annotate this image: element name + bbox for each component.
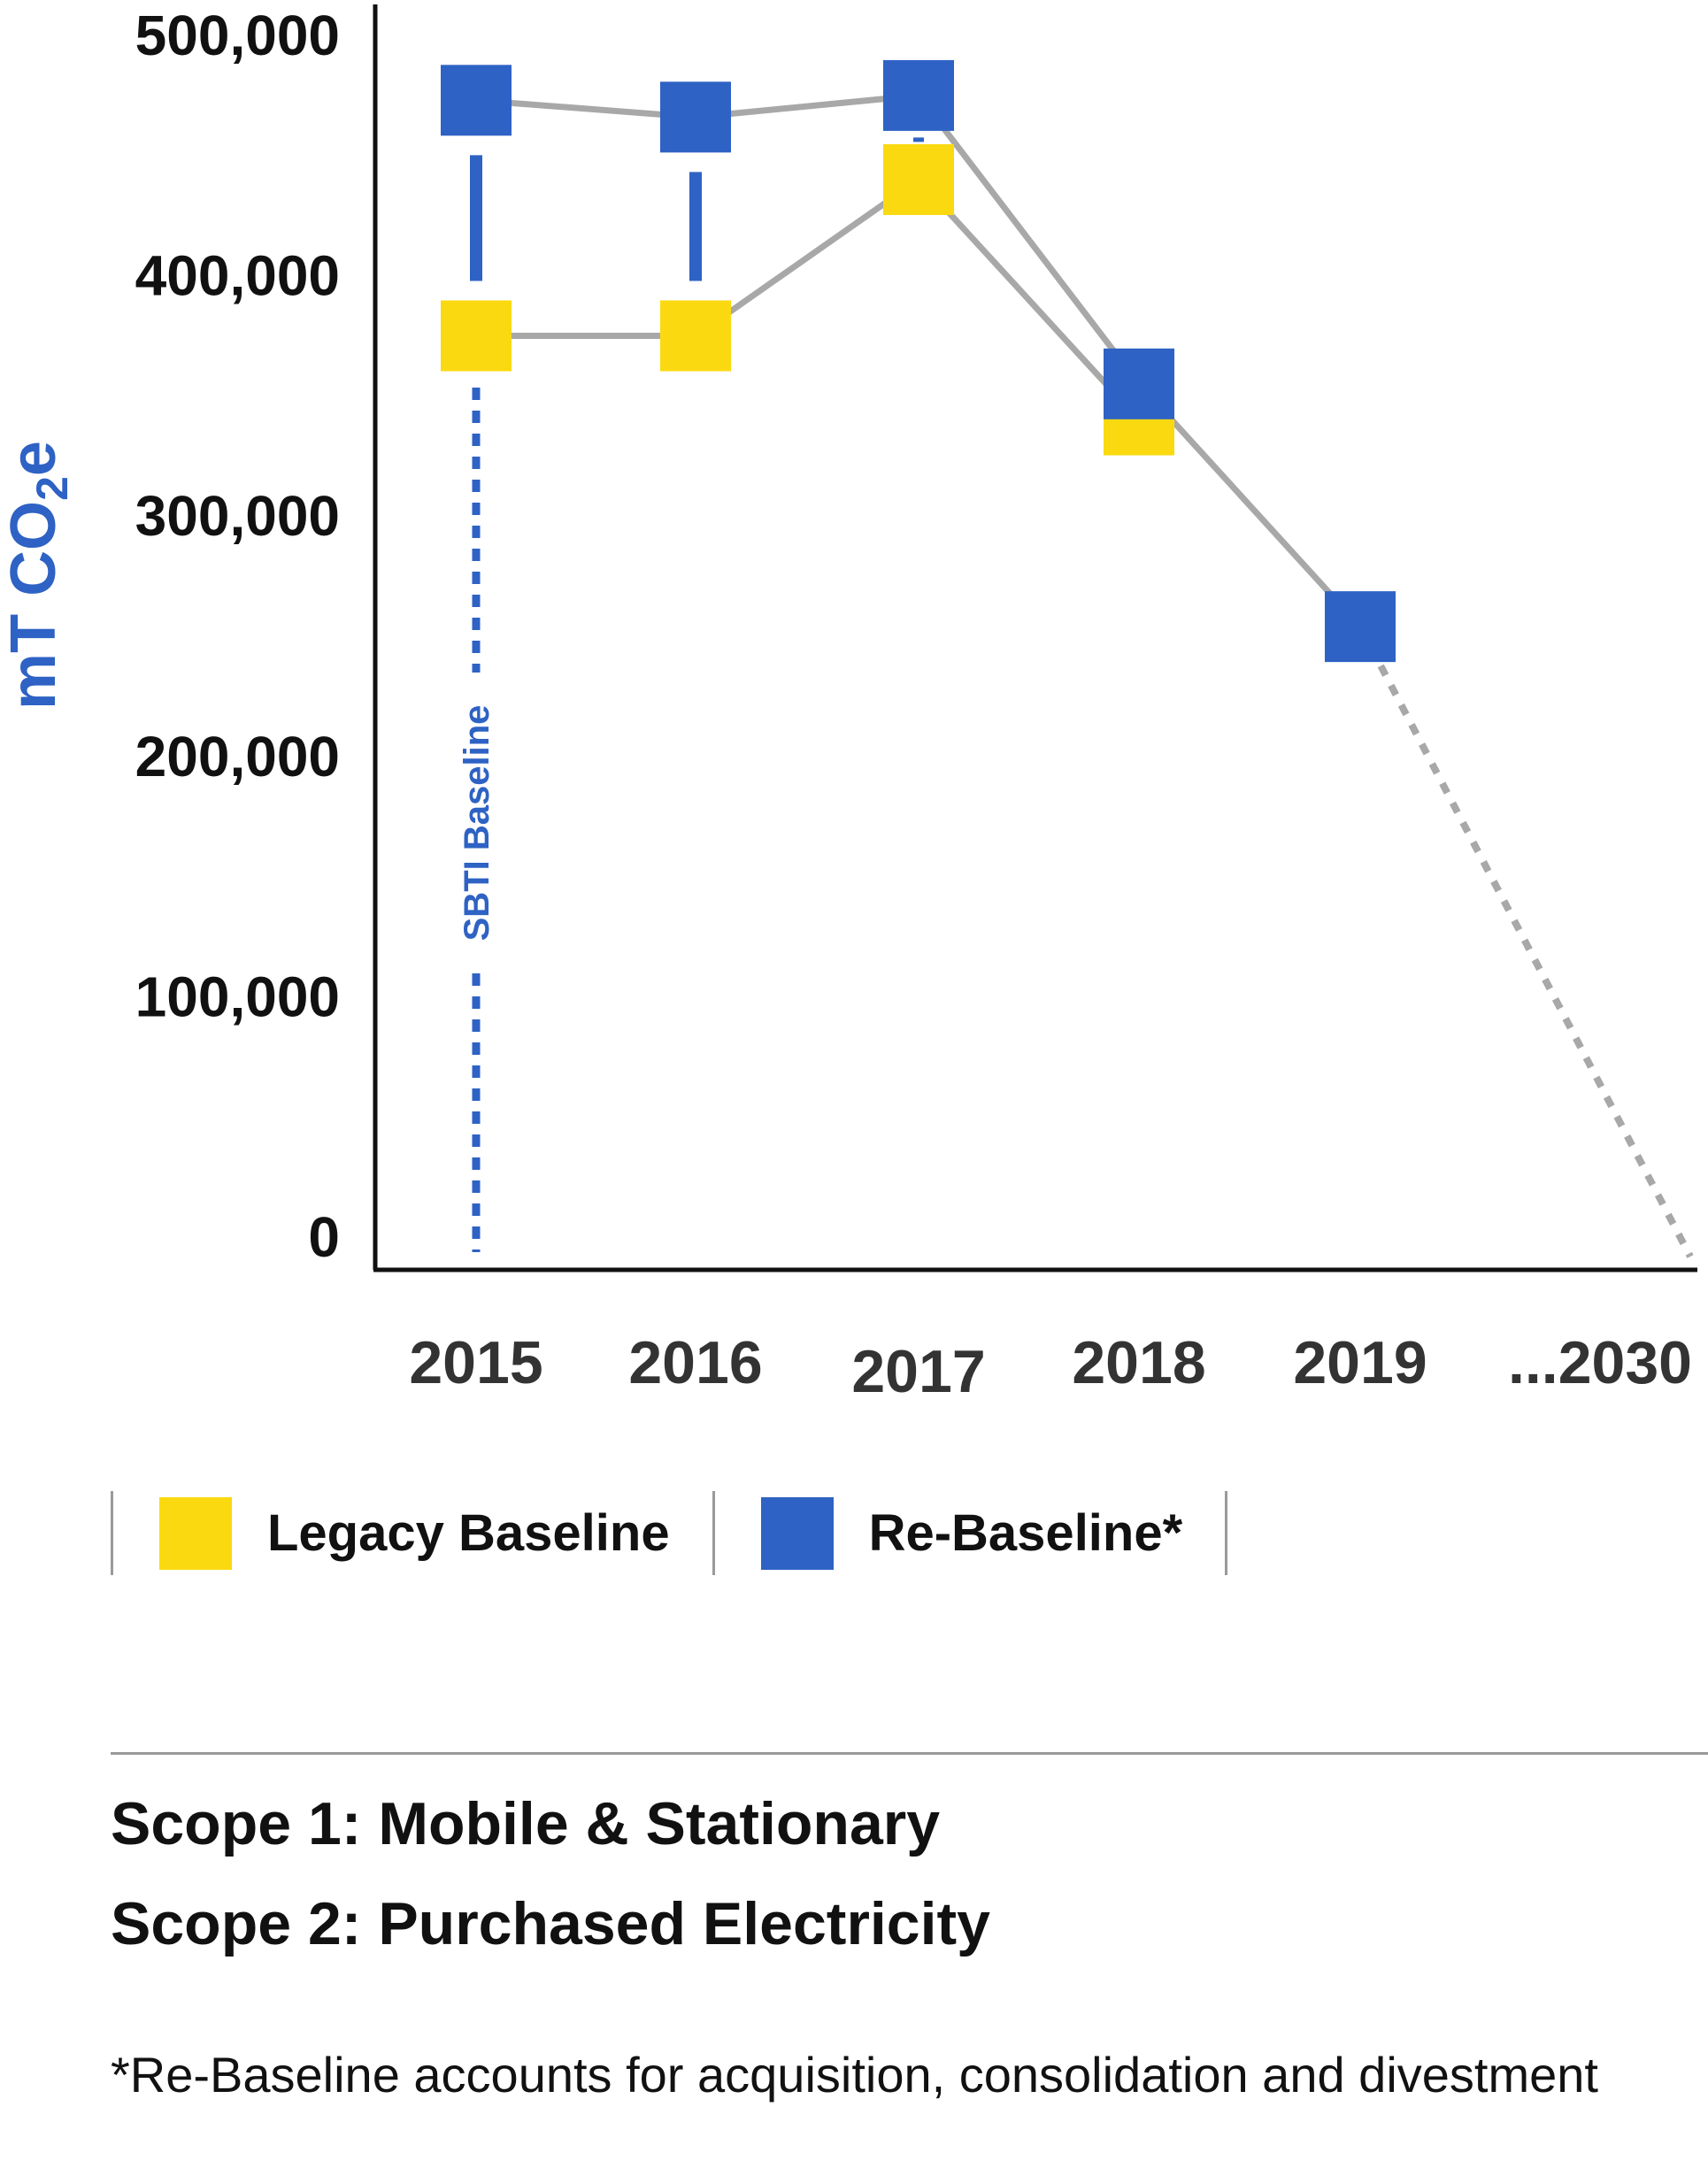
legend-label-legacy-baseline: Legacy Baseline bbox=[267, 1504, 670, 1562]
data-point-marker bbox=[1325, 591, 1396, 663]
legend-divider bbox=[111, 1491, 113, 1575]
projection-line bbox=[1357, 625, 1694, 1258]
y-tick-label: 200,000 bbox=[135, 725, 340, 788]
sbti-baseline-label: SBTI Baseline bbox=[458, 705, 496, 942]
legend-swatch-re-baseline bbox=[760, 1496, 834, 1570]
data-point-marker bbox=[660, 81, 731, 153]
data-point-marker bbox=[883, 143, 954, 215]
legend: Legacy Baseline Re-Baseline* bbox=[111, 1491, 1228, 1575]
scope-2-label: Scope 2: Purchased Electricity bbox=[111, 1890, 990, 1957]
y-tick-label: 500,000 bbox=[135, 4, 340, 67]
legend-swatch-legacy-baseline bbox=[159, 1496, 232, 1570]
legend-item-re-baseline: Re-Baseline* bbox=[715, 1496, 1226, 1570]
legend-divider bbox=[712, 1491, 715, 1575]
data-point-marker bbox=[441, 300, 512, 372]
y-tick-label: 0 bbox=[308, 1205, 340, 1269]
x-tick-labels: 2015 2016 2017 2018 2019 ...2030 bbox=[409, 1329, 1692, 1405]
data-point-marker bbox=[1104, 348, 1174, 419]
data-point-marker bbox=[883, 59, 954, 131]
x-tick-label: 2018 bbox=[1072, 1329, 1205, 1396]
section-divider bbox=[111, 1752, 1708, 1755]
data-point-marker bbox=[441, 65, 512, 136]
footnote: *Re-Baseline accounts for acquisition, c… bbox=[111, 2047, 1598, 2103]
y-tick-label: 300,000 bbox=[135, 484, 340, 548]
annotations: SBTI Baseline bbox=[458, 388, 496, 1252]
series-lines bbox=[470, 92, 1694, 1258]
y-axis-title-main: mT CO bbox=[0, 501, 69, 710]
x-tick-label: 2017 bbox=[851, 1338, 985, 1405]
data-point-marker bbox=[660, 300, 731, 372]
scope-1-label: Scope 1: Mobile & Stationary bbox=[111, 1790, 941, 1857]
y-axis-title: mT CO2e bbox=[0, 441, 77, 710]
series-markers bbox=[441, 59, 1396, 663]
y-tick-label: 100,000 bbox=[135, 965, 340, 1028]
x-tick-label: 2016 bbox=[628, 1329, 762, 1396]
legend-divider bbox=[1225, 1491, 1228, 1575]
y-tick-label: 400,000 bbox=[135, 244, 340, 308]
y-axis-title-tail: e bbox=[0, 441, 69, 476]
y-tick-labels: 500,000 400,000 300,000 200,000 100,000 0 bbox=[135, 4, 340, 1269]
x-tick-label: 2019 bbox=[1293, 1329, 1427, 1396]
legend-item-legacy-baseline: Legacy Baseline bbox=[113, 1496, 712, 1570]
emissions-chart: mT CO2e 500,000 400,000 300,000 200,000 100,… bbox=[0, 4, 1697, 1405]
y-axis-title-subscript: 2 bbox=[27, 476, 77, 501]
legend-label-re-baseline: Re-Baseline* bbox=[868, 1504, 1183, 1562]
x-tick-label: 2015 bbox=[409, 1329, 542, 1396]
x-tick-label: ...2030 bbox=[1508, 1329, 1692, 1396]
series-line bbox=[476, 176, 1142, 422]
